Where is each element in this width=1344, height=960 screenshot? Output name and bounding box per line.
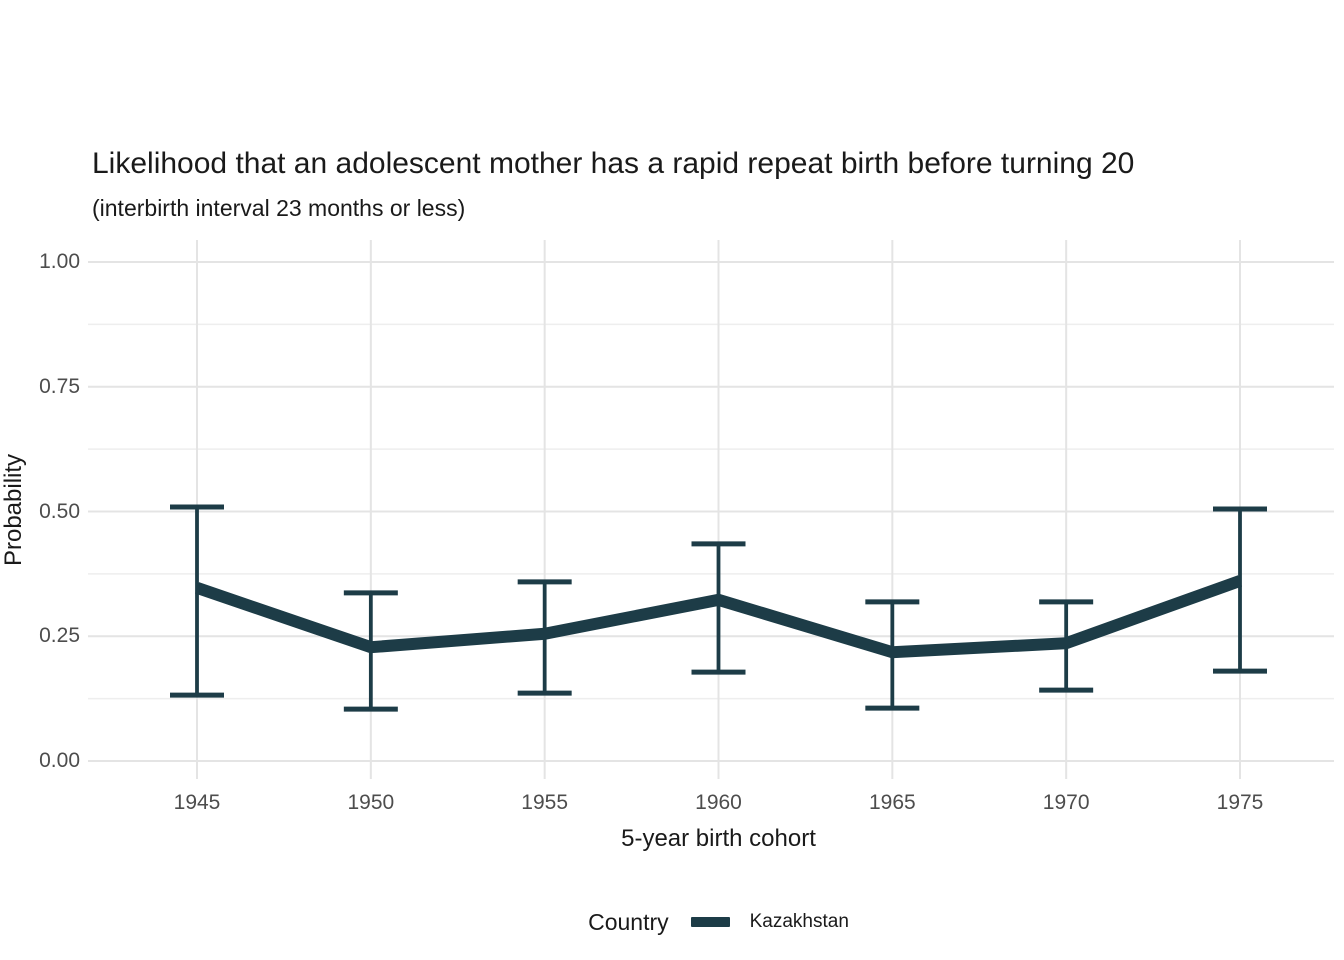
legend-swatch-kazakhstan <box>690 917 730 927</box>
y-tick-label: 0.75 <box>39 374 80 398</box>
x-tick-label: 1945 <box>173 791 221 814</box>
x-tick-label: 1975 <box>1216 791 1264 814</box>
y-tick-label: 1.00 <box>39 250 80 273</box>
x-tick-label: 1970 <box>1042 791 1090 814</box>
x-tick-label: 1950 <box>347 791 395 814</box>
x-tick-label: 1960 <box>695 791 742 814</box>
chart-subtitle: (interbirth interval 23 months or less) <box>92 195 466 221</box>
legend: Country Kazakhstan <box>197 902 1240 942</box>
chart-title: Likelihood that an adolescent mother has… <box>92 147 1135 180</box>
x-tick-label: 1965 <box>868 791 916 814</box>
legend-label-kazakhstan: Kazakhstan <box>749 911 849 932</box>
gridlines-minor <box>88 323 1334 700</box>
y-tick-label: 0.00 <box>39 749 80 772</box>
y-tick-label: 0.25 <box>39 624 80 648</box>
y-tick-label: 0.50 <box>39 499 80 523</box>
error-bars-kazakhstan <box>170 504 1267 712</box>
x-tick-label: 1955 <box>521 791 569 814</box>
series-line-kazakhstan <box>195 575 1243 659</box>
plot-panel <box>88 240 1334 779</box>
y-axis-tick-labels: 0.00 0.25 0.50 0.75 1.00 <box>0 240 80 779</box>
x-axis-tick-labels: 1945 1950 1955 1960 1965 1970 1975 <box>88 790 1334 816</box>
x-axis-title: 5-year birth cohort <box>621 825 816 852</box>
legend-title: Country <box>588 908 669 935</box>
plot-svg <box>88 240 1334 779</box>
